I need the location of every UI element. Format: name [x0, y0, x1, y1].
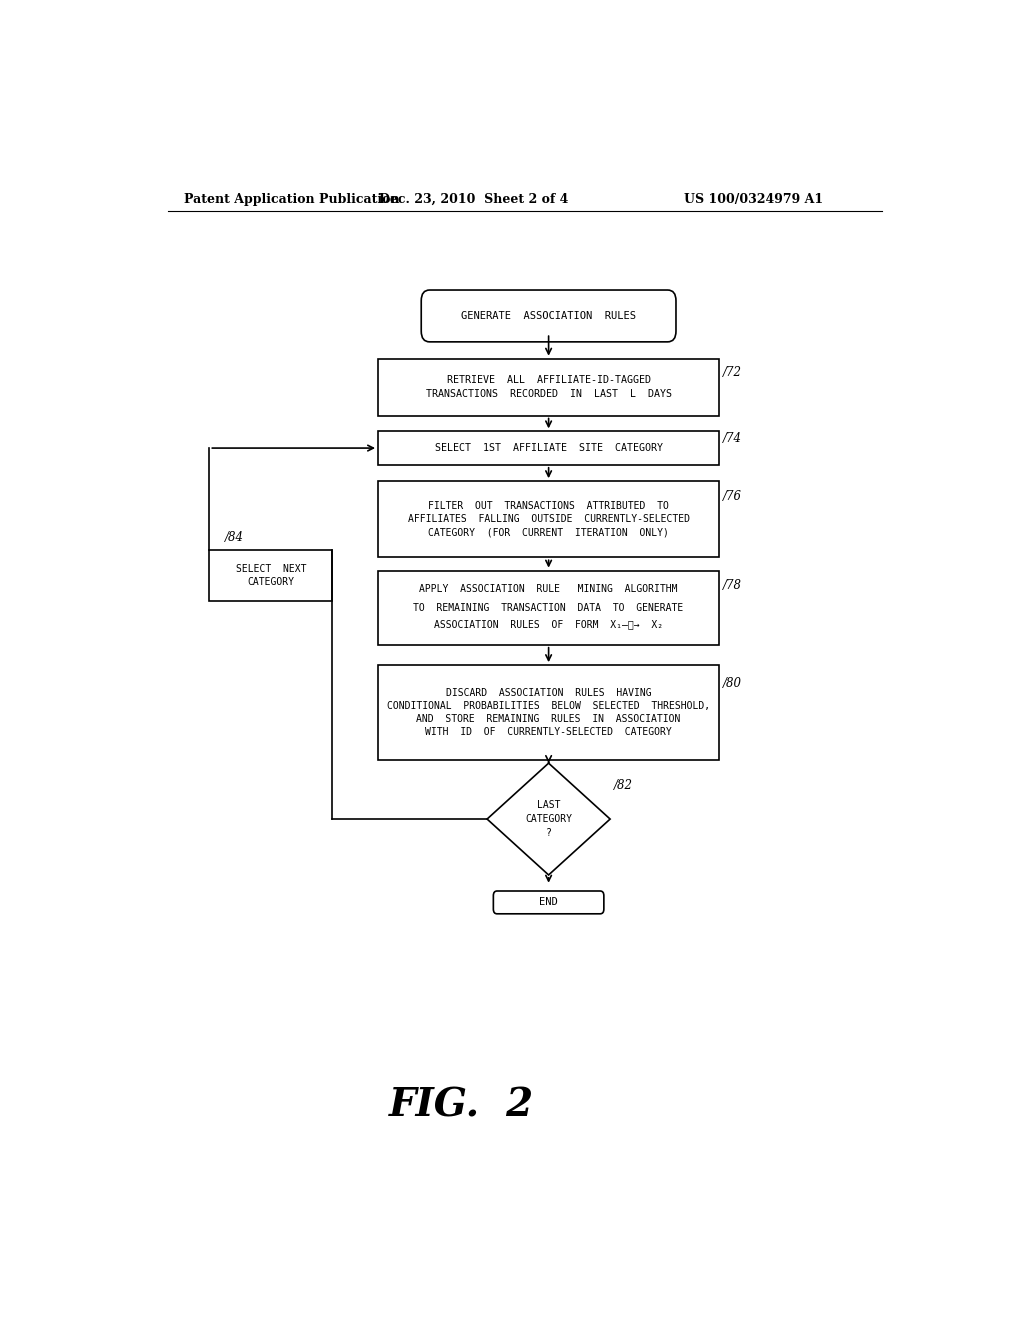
Text: /80: /80	[723, 677, 742, 690]
Text: /84: /84	[225, 531, 244, 544]
Text: FILTER  OUT  TRANSACTIONS  ATTRIBUTED  TO
AFFILIATES  FALLING  OUTSIDE  CURRENTL: FILTER OUT TRANSACTIONS ATTRIBUTED TO AF…	[408, 502, 689, 537]
Text: /82: /82	[614, 779, 633, 792]
Polygon shape	[487, 763, 610, 875]
Bar	[209, 549, 333, 601]
Text: Dec. 23, 2010  Sheet 2 of 4: Dec. 23, 2010 Sheet 2 of 4	[379, 193, 568, 206]
Text: FIG.  2: FIG. 2	[389, 1086, 534, 1125]
Text: SELECT  NEXT
CATEGORY: SELECT NEXT CATEGORY	[236, 564, 306, 586]
Bar	[378, 432, 719, 465]
Text: /76: /76	[723, 490, 742, 503]
Text: APPLY  ASSOCIATION  RULE   MINING  ALGORITHM: APPLY ASSOCIATION RULE MINING ALGORITHM	[420, 583, 678, 594]
Text: SELECT  1ST  AFFILIATE  SITE  CATEGORY: SELECT 1ST AFFILIATE SITE CATEGORY	[434, 444, 663, 453]
Text: TO  REMAINING  TRANSACTION  DATA  TO  GENERATE: TO REMAINING TRANSACTION DATA TO GENERAT…	[414, 603, 684, 612]
Text: US 100/0324979 A1: US 100/0324979 A1	[684, 193, 822, 206]
FancyBboxPatch shape	[494, 891, 604, 913]
FancyBboxPatch shape	[421, 290, 676, 342]
Bar	[378, 570, 719, 644]
Bar	[378, 359, 719, 416]
Text: LAST
CATEGORY
?: LAST CATEGORY ?	[525, 800, 572, 838]
Text: GENERATE  ASSOCIATION  RULES: GENERATE ASSOCIATION RULES	[461, 312, 636, 321]
Text: END: END	[540, 898, 558, 907]
Text: DISCARD  ASSOCIATION  RULES  HAVING
CONDITIONAL  PROBABILITIES  BELOW  SELECTED : DISCARD ASSOCIATION RULES HAVING CONDITI…	[387, 688, 711, 737]
Text: /72: /72	[723, 367, 742, 379]
Bar	[378, 480, 719, 557]
Text: RETRIEVE  ALL  AFFILIATE-ID-TAGGED
TRANSACTIONS  RECORDED  IN  LAST  L  DAYS: RETRIEVE ALL AFFILIATE-ID-TAGGED TRANSAC…	[426, 375, 672, 399]
Text: /78: /78	[723, 579, 742, 591]
Text: /74: /74	[723, 432, 742, 445]
Text: Patent Application Publication: Patent Application Publication	[183, 193, 399, 206]
Bar	[378, 665, 719, 759]
Text: ASSOCIATION  RULES  OF  FORM  X₁—ᴘ→  X₂: ASSOCIATION RULES OF FORM X₁—ᴘ→ X₂	[434, 619, 664, 630]
